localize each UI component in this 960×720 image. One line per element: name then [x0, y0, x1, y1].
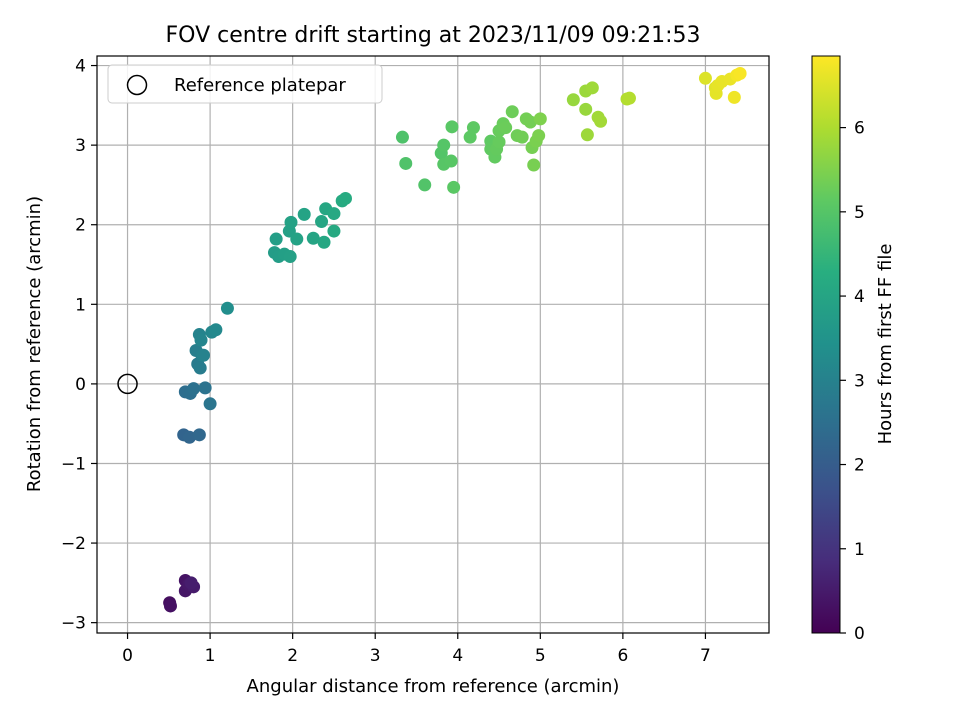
data-point: [622, 91, 636, 105]
y-tick-label: 1: [75, 295, 86, 315]
data-point: [466, 121, 480, 135]
data-point: [284, 215, 298, 229]
data-point: [163, 599, 177, 613]
data-point: [297, 207, 311, 221]
data-point: [317, 235, 331, 249]
colorbar-tick-label: 4: [854, 287, 865, 307]
colorbar-tick-label: 3: [854, 371, 865, 391]
data-point: [579, 102, 593, 116]
data-point: [182, 430, 196, 444]
data-point: [499, 121, 513, 135]
colorbar-gradient: [811, 55, 841, 634]
x-tick-label: 4: [452, 646, 463, 666]
data-point: [523, 115, 537, 129]
data-point: [437, 138, 451, 152]
plot-frame: [96, 55, 770, 634]
colorbar-label: Hours from first FF file: [875, 244, 896, 445]
reference-marker-group: [117, 373, 138, 395]
data-point: [445, 120, 459, 134]
data-point: [184, 576, 198, 590]
y-tick-label: 2: [75, 216, 86, 236]
data-point: [492, 135, 506, 149]
data-point: [187, 382, 201, 396]
y-tick-label: 0: [75, 375, 86, 395]
y-tick-label: −3: [61, 614, 86, 634]
data-point: [527, 158, 541, 172]
data-point: [209, 323, 223, 337]
data-point: [698, 71, 712, 85]
data-point: [315, 215, 329, 229]
data-point: [515, 130, 529, 144]
data-point: [220, 301, 234, 315]
data-point: [585, 81, 599, 95]
chart-title: FOV centre drift starting at 2023/11/09 …: [166, 23, 701, 48]
data-point: [444, 154, 458, 168]
y-tick-label: −1: [61, 454, 86, 474]
data-point: [193, 361, 207, 375]
data-point: [566, 93, 580, 107]
colorbar-tick-label: 0: [854, 624, 865, 644]
colorbar: 0 1 2 3 4 5 6 Hours from first FF file: [811, 55, 896, 644]
data-point: [505, 105, 519, 119]
y-axis-label: Rotation from reference (arcmin): [24, 196, 45, 492]
legend-marker-reference: [126, 74, 148, 96]
x-tick-label: 6: [617, 646, 628, 666]
data-point: [447, 180, 461, 194]
data-point: [594, 114, 608, 128]
x-tick-label: 7: [700, 646, 711, 666]
x-tick-label: 3: [370, 646, 381, 666]
data-point: [283, 250, 297, 264]
x-tick-label: 5: [535, 646, 546, 666]
x-axis-label: Angular distance from reference (arcmin): [247, 676, 620, 697]
colorbar-tick-label: 1: [854, 540, 865, 560]
data-point: [727, 90, 741, 104]
colorbar-tick-label: 5: [854, 203, 865, 223]
data-point: [327, 224, 341, 238]
data-point: [399, 156, 413, 170]
data-point: [196, 348, 210, 362]
data-point: [269, 232, 283, 246]
data-point: [580, 128, 594, 142]
data-point: [395, 130, 409, 144]
data-point: [533, 112, 547, 126]
y-tick-label: −2: [61, 534, 86, 554]
data-point: [198, 381, 212, 395]
data-point: [532, 129, 546, 143]
legend-label-reference: Reference platepar: [174, 75, 346, 96]
x-tick-label: 0: [122, 646, 133, 666]
data-point: [203, 397, 217, 411]
data-point: [290, 232, 304, 246]
y-axis-ticks: −3 −2 −1 0 1 2 3 4: [61, 57, 97, 634]
data-point: [192, 428, 206, 442]
x-tick-label: 2: [287, 646, 298, 666]
data-point: [306, 231, 320, 245]
data-point: [338, 191, 352, 205]
y-tick-label: 4: [75, 57, 86, 77]
reference-platepar-marker: [117, 373, 138, 395]
legend: Reference platepar: [107, 64, 383, 104]
scatter-series: [163, 67, 747, 613]
data-point: [733, 67, 747, 81]
x-axis-ticks: 0 1 2 3 4 5 6 7: [122, 633, 711, 666]
colorbar-tick-label: 6: [854, 119, 865, 139]
legend-box: [107, 64, 383, 104]
colorbar-ticks: 0 1 2 3 4 5 6: [840, 119, 865, 644]
data-point: [418, 178, 432, 192]
y-tick-label: 3: [75, 136, 86, 156]
colorbar-tick-label: 2: [854, 456, 865, 476]
data-point: [327, 207, 341, 221]
data-point: [194, 333, 208, 347]
x-tick-label: 1: [205, 646, 216, 666]
